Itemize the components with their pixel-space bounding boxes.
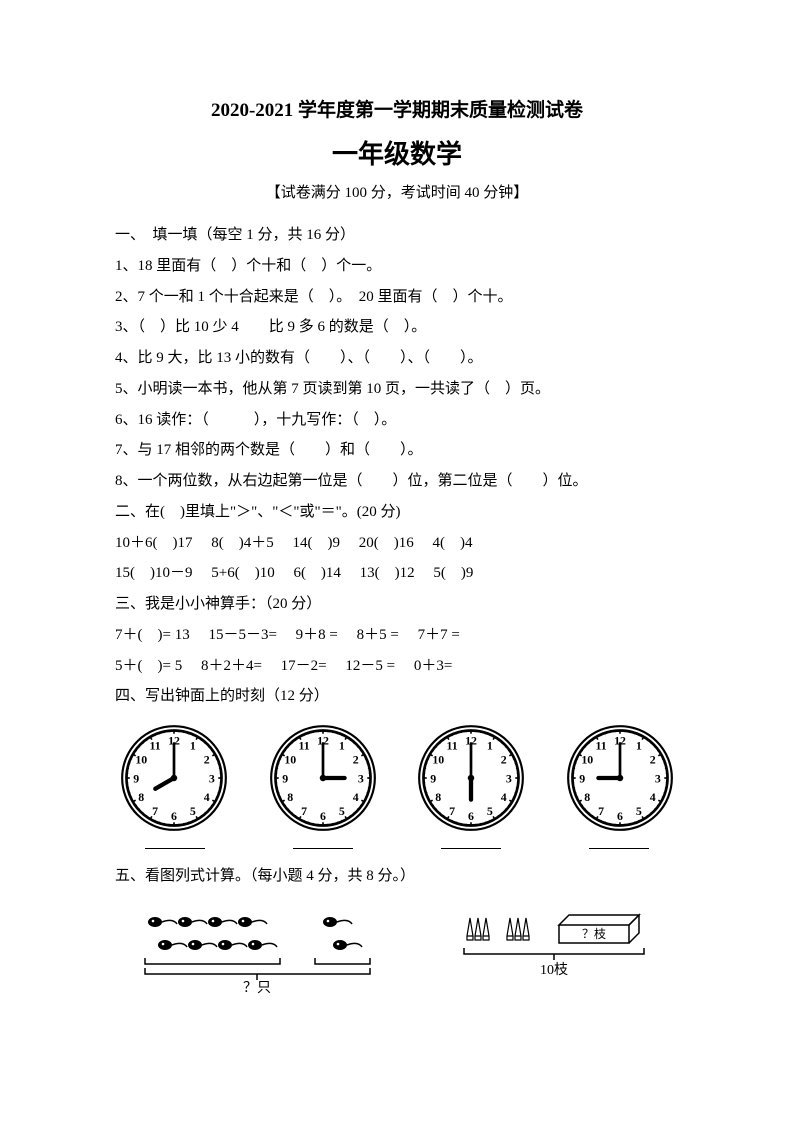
- section-3: 三、我是小小神算手：（20 分） 7＋( )= 13 15－5－3= 9＋8 =…: [115, 589, 679, 681]
- svg-text:1: 1: [339, 739, 345, 753]
- svg-text:7: 7: [598, 804, 604, 818]
- svg-text:10: 10: [284, 752, 296, 766]
- section5-heading: 五、看图列式计算。（每小题 4 分，共 8 分。）: [115, 861, 679, 892]
- exam-info: 【试卷满分 100 分，考试时间 40 分钟】: [115, 181, 679, 202]
- main-title: 2020-2021 学年度第一学期期末质量检测试卷: [115, 95, 679, 122]
- clocks-row: 123456789101112 123456789101112 12345678…: [115, 724, 679, 837]
- svg-text:1: 1: [636, 739, 642, 753]
- tadpole-diagram: ？只: [135, 910, 415, 995]
- clock-answers: [115, 842, 679, 849]
- svg-text:2: 2: [352, 752, 358, 766]
- svg-text:3: 3: [209, 771, 215, 785]
- svg-text:6: 6: [171, 809, 177, 823]
- q1-4: 4、比 9 大，比 13 小的数有（ ）、（ ）、（ ）。: [115, 343, 679, 374]
- svg-text:3: 3: [506, 771, 512, 785]
- section-1: 一、 填一填（每空 1 分，共 16 分） 1、18 里面有（ ）个十和（ ）个…: [115, 220, 679, 497]
- svg-text:6: 6: [468, 809, 474, 823]
- section-4: 四、写出钟面上的时刻（12 分）: [115, 681, 679, 712]
- svg-text:7: 7: [449, 804, 455, 818]
- svg-text:7: 7: [301, 804, 307, 818]
- svg-text:8: 8: [287, 790, 293, 804]
- answer-line-2: [293, 848, 353, 849]
- q1-6: 6、16 读作：（ ），十九写作：（ ）。: [115, 405, 679, 436]
- svg-text:7: 7: [152, 804, 158, 818]
- svg-text:5: 5: [190, 804, 196, 818]
- pencil-diagram: ？枝 10枝: [459, 910, 659, 995]
- svg-text:？只: ？只: [243, 981, 271, 995]
- answer-line-3: [441, 848, 501, 849]
- svg-text:2: 2: [501, 752, 507, 766]
- svg-text:11: 11: [447, 739, 458, 753]
- svg-text:9: 9: [579, 771, 585, 785]
- svg-text:5: 5: [487, 804, 493, 818]
- svg-text:10枝: 10枝: [540, 962, 568, 978]
- clock-2-container: 123456789101112: [269, 724, 377, 837]
- svg-text:10: 10: [433, 752, 445, 766]
- section4-heading: 四、写出钟面上的时刻（12 分）: [115, 681, 679, 712]
- q1-8: 8、一个两位数，从右边起第一位是（ ）位，第二位是（ ）位。: [115, 466, 679, 497]
- q2-row1: 10＋6( )17 8( )4＋5 14( )9 20( )16 4( )4: [115, 528, 679, 559]
- q3-row1: 7＋( )= 13 15－5－3= 9＋8 = 8＋5 = 7＋7 =: [115, 620, 679, 651]
- svg-text:6: 6: [320, 809, 326, 823]
- svg-text:3: 3: [357, 771, 363, 785]
- svg-text:10: 10: [581, 752, 593, 766]
- section-2: 二、在( )里填上"＞"、"＜"或"＝"。(20 分) 10＋6( )17 8(…: [115, 497, 679, 589]
- clock-3-container: 123456789101112: [417, 724, 525, 837]
- svg-text:4: 4: [204, 790, 210, 804]
- q1-2: 2、7 个一和 1 个十合起来是（ ）。 20 里面有（ ）个十。: [115, 282, 679, 313]
- q1-5: 5、小明读一本书，他从第 7 页读到第 10 页，一共读了（ ）页。: [115, 374, 679, 405]
- svg-text:8: 8: [584, 790, 590, 804]
- svg-text:11: 11: [298, 739, 309, 753]
- svg-text:4: 4: [650, 790, 656, 804]
- section2-heading: 二、在( )里填上"＞"、"＜"或"＝"。(20 分): [115, 497, 679, 528]
- clock-4-container: 123456789101112: [566, 724, 674, 837]
- q1-7: 7、与 17 相邻的两个数是（ ）和（ ）。: [115, 435, 679, 466]
- clock-1: 123456789101112: [120, 724, 228, 832]
- clock-1-container: 123456789101112: [120, 724, 228, 837]
- q1-1: 1、18 里面有（ ）个十和（ ）个一。: [115, 251, 679, 282]
- svg-text:5: 5: [636, 804, 642, 818]
- svg-text:4: 4: [501, 790, 507, 804]
- section-5: 五、看图列式计算。（每小题 4 分，共 8 分。）: [115, 861, 679, 892]
- clock-2: 123456789101112: [269, 724, 377, 832]
- q2-row2: 15( )10－9 5+6( )10 6( )14 13( )12 5( )9: [115, 558, 679, 589]
- svg-text:4: 4: [352, 790, 358, 804]
- q1-3: 3、（ ）比 10 少 4 比 9 多 6 的数是（ ）。: [115, 312, 679, 343]
- svg-text:5: 5: [339, 804, 345, 818]
- section1-heading: 一、 填一填（每空 1 分，共 16 分）: [115, 220, 679, 251]
- q3-row2: 5＋( )= 5 8＋2＋4= 17－2= 12－5 = 0＋3=: [115, 651, 679, 682]
- diagrams-row: ？只 ？枝 10枝: [115, 910, 679, 995]
- svg-text:10: 10: [135, 752, 147, 766]
- section3-heading: 三、我是小小神算手：（20 分）: [115, 589, 679, 620]
- svg-text:11: 11: [149, 739, 160, 753]
- svg-text:8: 8: [436, 790, 442, 804]
- svg-text:6: 6: [617, 809, 623, 823]
- svg-text:2: 2: [204, 752, 210, 766]
- clock-4: 123456789101112: [566, 724, 674, 832]
- svg-text:1: 1: [487, 739, 493, 753]
- svg-text:1: 1: [190, 739, 196, 753]
- svg-text:？枝: ？枝: [582, 926, 606, 941]
- svg-text:11: 11: [595, 739, 606, 753]
- answer-line-4: [589, 848, 649, 849]
- svg-text:9: 9: [282, 771, 288, 785]
- subtitle: 一年级数学: [115, 134, 679, 171]
- svg-text:2: 2: [650, 752, 656, 766]
- clock-3: 123456789101112: [417, 724, 525, 832]
- answer-line-1: [145, 848, 205, 849]
- svg-text:8: 8: [138, 790, 144, 804]
- svg-text:9: 9: [431, 771, 437, 785]
- svg-text:3: 3: [655, 771, 661, 785]
- svg-text:9: 9: [133, 771, 139, 785]
